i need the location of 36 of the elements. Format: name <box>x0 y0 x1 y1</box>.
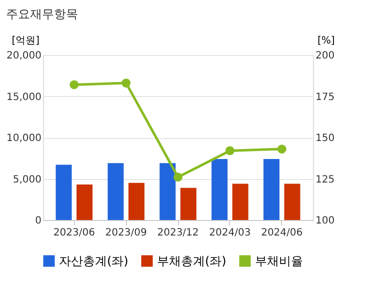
point <box>277 144 286 154</box>
y2-tick-label: 175 <box>316 92 335 103</box>
bar <box>160 163 176 220</box>
bar <box>128 182 144 220</box>
point <box>70 80 79 90</box>
y2-tick-label: 150 <box>316 133 335 144</box>
y-tick-label: 15,000 <box>6 92 42 103</box>
bar <box>263 158 280 220</box>
y-tick-label: 20,000 <box>6 50 42 62</box>
legend-label: 부채비율 <box>255 254 303 268</box>
y2-tick-label: 100 <box>316 216 335 226</box>
bar <box>56 164 72 220</box>
point <box>225 146 234 156</box>
legend-label: 자산총계(좌) <box>59 254 128 268</box>
x-tick-label: 2023/06 <box>53 228 95 238</box>
bar <box>108 163 124 220</box>
point <box>122 78 131 88</box>
y2-tick-label: 200 <box>316 50 335 62</box>
bar <box>76 184 93 220</box>
x-tick-label: 2024/06 <box>261 228 303 238</box>
bar <box>232 184 248 220</box>
x-tick-label: 2023/09 <box>105 228 147 238</box>
chart-title: 주요재무항목 <box>6 7 78 21</box>
y2-tick-label: 125 <box>316 174 335 186</box>
y-tick-label: 10,000 <box>6 133 42 144</box>
y2-axis-title: [%] <box>318 36 335 46</box>
y-axis-title: [억원] <box>12 36 40 46</box>
point <box>174 172 182 182</box>
x-tick-label: 2023/12 <box>157 228 199 238</box>
y-tick-label: 5,000 <box>12 174 42 186</box>
x-tick-label: 2024/03 <box>209 228 251 238</box>
bar <box>284 184 300 220</box>
y-tick-label: 0 <box>35 216 42 226</box>
legend-label: 부채총계(좌) <box>157 254 226 268</box>
bar <box>212 158 228 220</box>
bar <box>180 188 196 220</box>
